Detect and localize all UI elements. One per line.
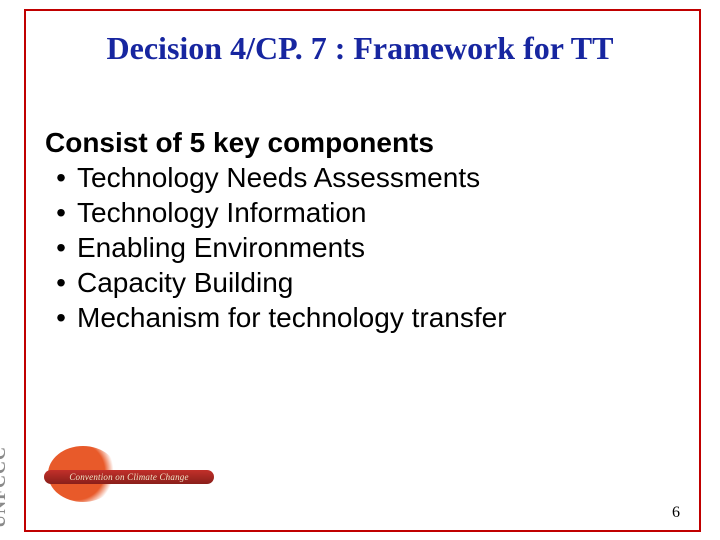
slide-body: Consist of 5 key components •Technology … — [45, 125, 685, 335]
bullet-text: Technology Needs Assessments — [77, 160, 685, 195]
list-item: •Enabling Environments — [45, 230, 685, 265]
bullet-icon: • — [45, 265, 77, 300]
body-heading: Consist of 5 key components — [45, 125, 685, 160]
logo-band-text: Convention on Climate Change — [69, 472, 188, 482]
logo-band: Convention on Climate Change — [44, 470, 214, 484]
unfccc-logo: UNFCCC Convention on Climate Change — [10, 440, 220, 520]
bullet-text: Capacity Building — [77, 265, 685, 300]
bullet-list: •Technology Needs Assessments •Technolog… — [45, 160, 685, 335]
page-number: 6 — [672, 504, 680, 522]
list-item: •Technology Needs Assessments — [45, 160, 685, 195]
list-item: •Capacity Building — [45, 265, 685, 300]
list-item: •Mechanism for technology transfer — [45, 300, 685, 335]
bullet-icon: • — [45, 160, 77, 195]
slide: Decision 4/CP. 7 : Framework for TT Cons… — [0, 0, 720, 540]
logo-vertical-text: UNFCCC — [0, 446, 10, 528]
bullet-icon: • — [45, 195, 77, 230]
bullet-icon: • — [45, 300, 77, 335]
bullet-text: Technology Information — [77, 195, 685, 230]
slide-title: Decision 4/CP. 7 : Framework for TT — [0, 30, 720, 67]
bullet-text: Enabling Environments — [77, 230, 685, 265]
bullet-icon: • — [45, 230, 77, 265]
list-item: •Technology Information — [45, 195, 685, 230]
bullet-text: Mechanism for technology transfer — [77, 300, 685, 335]
